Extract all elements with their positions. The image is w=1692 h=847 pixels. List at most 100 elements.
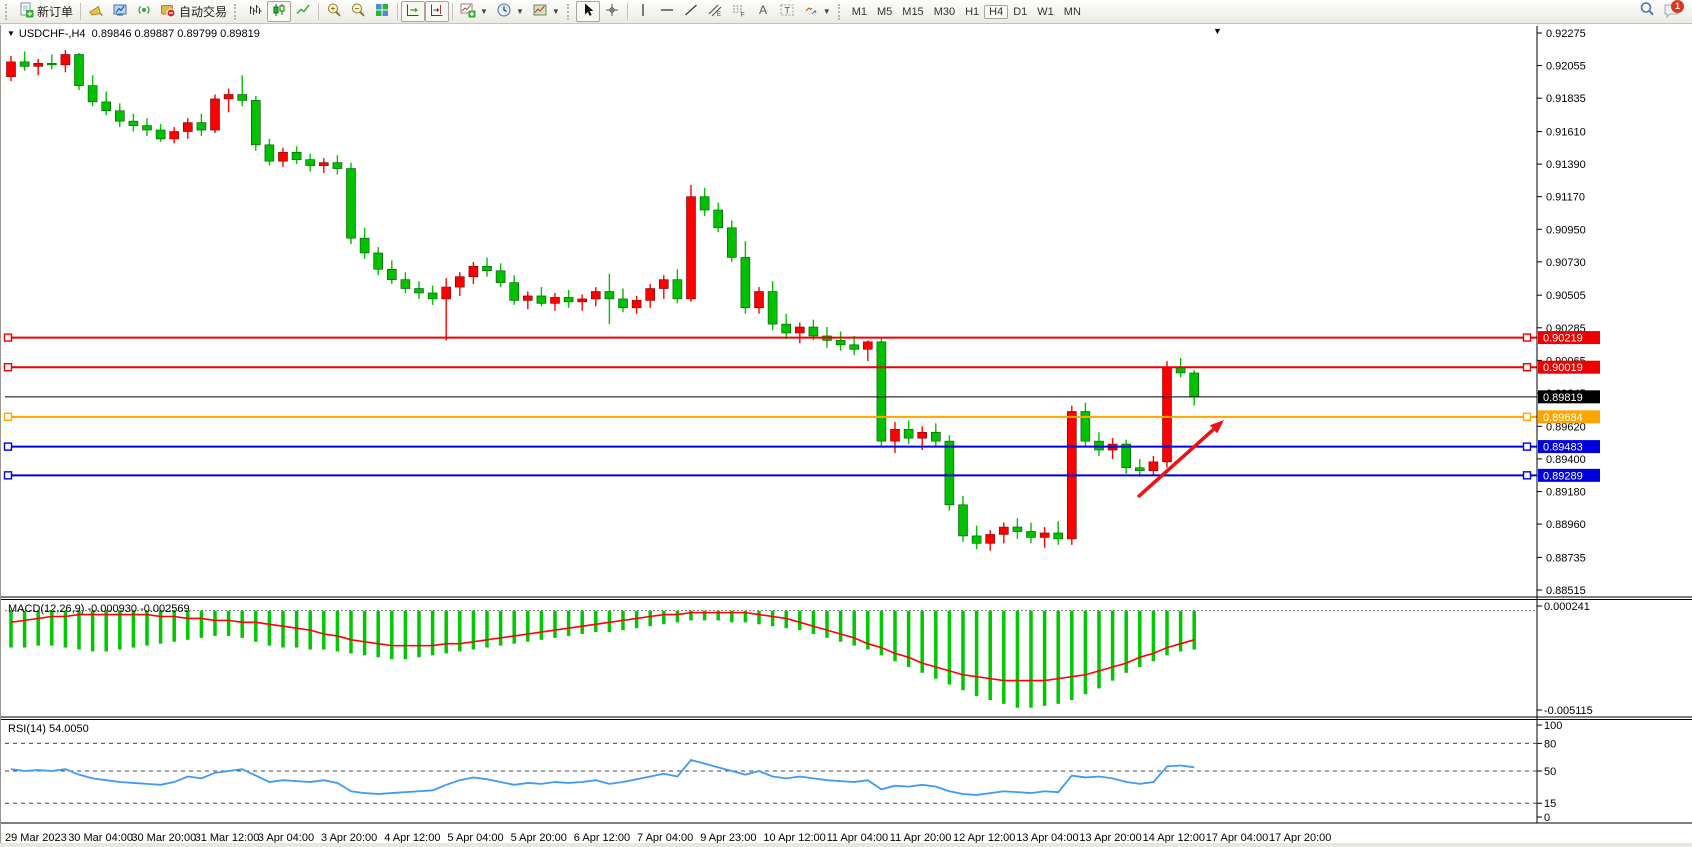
autotrading-icon [160, 2, 176, 21]
trend-arrow[interactable] [1136, 428, 1215, 499]
timeframe-button-M30[interactable]: M30 [933, 5, 956, 18]
time-axis-label: 11 Apr 20:00 [890, 832, 952, 844]
candle-bull [1148, 461, 1159, 472]
trend-arrow-head[interactable] [1209, 420, 1224, 434]
price-tag-0.90219: 0.90219 [1538, 331, 1600, 345]
candle-bull [577, 298, 588, 303]
vertical-line-button[interactable] [631, 1, 655, 22]
search-icon[interactable] [1638, 0, 1656, 23]
trendline-button[interactable] [679, 1, 703, 22]
hline-handle[interactable] [3, 442, 13, 451]
candle-bull [862, 341, 873, 350]
terminal-button[interactable] [108, 1, 132, 22]
fibonacci-button[interactable]: F [727, 1, 751, 22]
chart-menu-arrow-icon[interactable]: ▼ [7, 29, 15, 38]
chart-shift-button[interactable] [425, 1, 450, 22]
window-bottom-edge [0, 843, 1692, 847]
candle-bear [332, 162, 343, 169]
chat-button[interactable]: 1 [1662, 0, 1684, 22]
candle-bear [19, 61, 30, 67]
candle-bear [46, 63, 57, 66]
equidistant-channel-button[interactable]: E [703, 1, 727, 22]
candle-bear [971, 535, 982, 544]
hline-handle[interactable] [1522, 333, 1532, 342]
hline-handle[interactable] [1522, 471, 1532, 480]
hline-handle[interactable] [3, 412, 13, 422]
timeframe-button-M15[interactable]: M15 [902, 5, 924, 18]
new-order-icon [18, 2, 34, 21]
candle-bear [1135, 467, 1145, 472]
templates-icon [532, 2, 548, 21]
arrows-button[interactable]: ▼ [799, 1, 835, 22]
time-axis-label: 13 Apr 20:00 [1079, 832, 1141, 844]
periods-button[interactable]: ▼ [492, 1, 528, 22]
autotrading-button[interactable]: 自动交易 [156, 1, 231, 22]
zoom-in-icon [326, 2, 342, 21]
auto-scroll-button[interactable] [401, 1, 426, 22]
vertical-line-icon [635, 2, 651, 21]
candle-bull [522, 295, 533, 301]
time-axis-label: 31 Mar 12:00 [195, 832, 260, 844]
hline-handle[interactable] [1522, 412, 1532, 422]
text-button[interactable]: A [751, 1, 775, 22]
candle-bull [33, 63, 44, 67]
candle-bull [183, 122, 193, 132]
crosshair-button[interactable] [600, 1, 624, 22]
chart-window[interactable]: ▼ USDCHF-,H4 0.89846 0.89887 0.89799 0.89… [0, 25, 1692, 847]
bar-chart-icon [247, 2, 263, 21]
horizontal-line-button[interactable] [655, 1, 679, 22]
candle-bear [305, 159, 316, 166]
candle-bear [767, 291, 778, 325]
macd-histogram [9, 610, 1196, 708]
hline-handle[interactable] [3, 471, 13, 480]
tile-windows-button[interactable] [370, 1, 394, 22]
price-chart-canvas[interactable]: 0.92275 0.92055 0.91835 0.91610 0.91390 0.911… [1, 25, 1692, 847]
timeframe-button-M5[interactable]: M5 [877, 5, 893, 18]
timeframe-button-D1[interactable]: D1 [1013, 5, 1028, 18]
line-chart-button[interactable] [291, 1, 315, 22]
bar-chart-button[interactable] [243, 1, 267, 22]
svg-text:E: E [717, 12, 721, 18]
price-tag-0.89483: 0.89483 [1538, 440, 1600, 454]
time-axis-label: 30 Mar 04:00 [68, 832, 133, 844]
candle-bear [386, 268, 397, 280]
timeframe-button-M1[interactable]: M1 [851, 5, 867, 18]
zoom-out-button[interactable] [346, 1, 370, 22]
hline-handle[interactable] [1522, 442, 1532, 451]
signal-button[interactable] [132, 1, 156, 22]
candle-bull [468, 266, 479, 277]
timeframe-button-H1[interactable]: H1 [965, 5, 980, 18]
text-icon: A [755, 2, 771, 21]
time-axis-label: 12 Apr 12:00 [953, 832, 1015, 844]
new-order-button[interactable]: 新订单 [14, 1, 77, 22]
candle-bull [658, 279, 669, 289]
candle-bear [414, 288, 424, 294]
candle-bear [1121, 443, 1131, 469]
candle-bull [441, 286, 452, 300]
indicators-button[interactable]: ▼ [456, 1, 492, 22]
hline-handle[interactable] [3, 333, 13, 342]
candle-bear [618, 298, 628, 309]
chart-shift-marker-icon[interactable]: ▼ [1213, 26, 1222, 36]
timeframe-button-MN[interactable]: MN [1063, 5, 1081, 18]
timeframe-button-W1[interactable]: W1 [1037, 5, 1054, 18]
candle-bear [726, 227, 737, 258]
text-label-button[interactable]: T [775, 1, 799, 22]
time-axis-label: 17 Apr 04:00 [1206, 832, 1268, 844]
price-tick-label: 0.92055 [1546, 61, 1586, 73]
market-watch-button[interactable] [84, 1, 108, 22]
candle-bear [87, 85, 98, 103]
timeframe-button-H4[interactable]: H4 [984, 4, 1009, 19]
zoom-in-button[interactable] [322, 1, 346, 22]
hline-handle[interactable] [3, 363, 13, 372]
chart-title: ▼ USDCHF-,H4 0.89846 0.89887 0.89799 0.89… [7, 28, 260, 40]
candle-bear [482, 266, 492, 272]
candlestick-chart-button[interactable] [267, 1, 292, 22]
price-tick-label: 0.88515 [1546, 585, 1586, 597]
cursor-button[interactable] [575, 1, 600, 22]
horizontal-lines[interactable] [3, 333, 1538, 480]
hline-handle[interactable] [1522, 363, 1532, 372]
candle-bear [196, 122, 207, 131]
candle-bear [808, 326, 819, 337]
templates-button[interactable]: ▼ [528, 1, 564, 22]
